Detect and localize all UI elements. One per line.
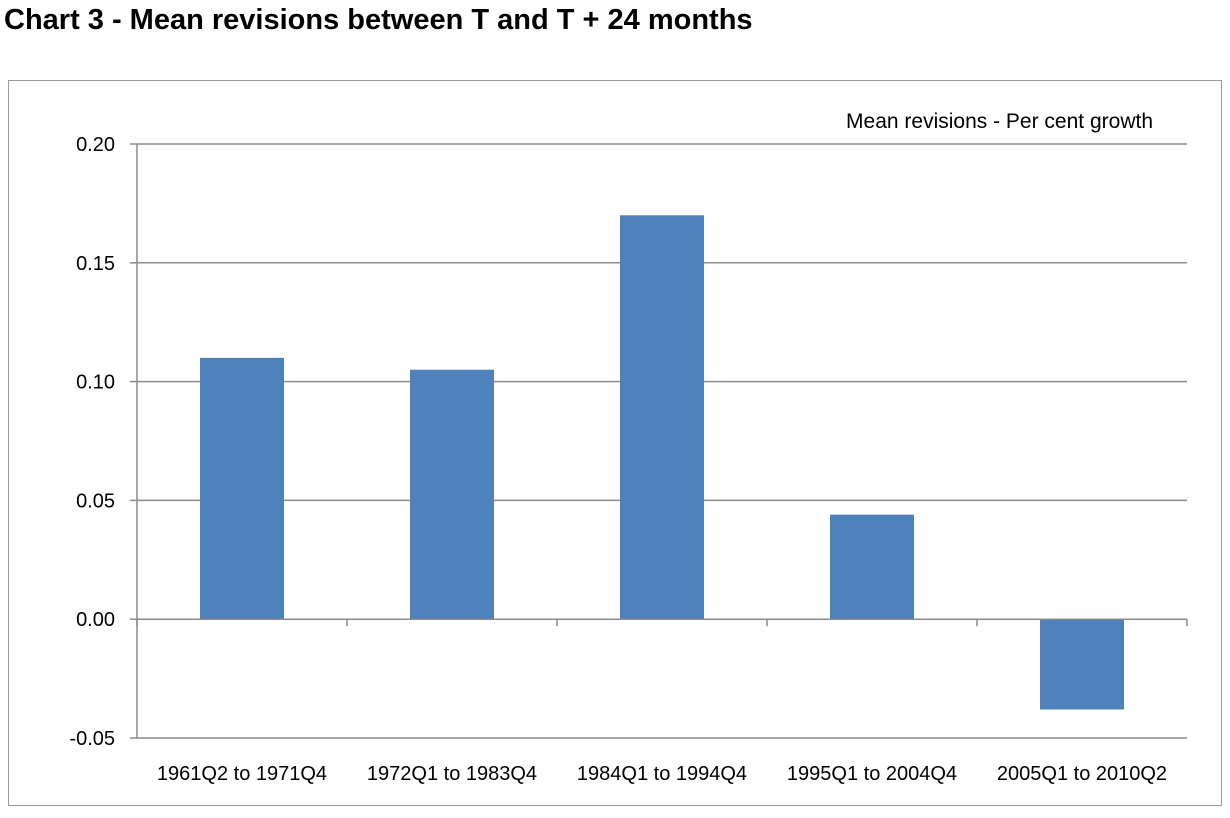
axis-labels: 0.20 0.15 0.10 0.05 0.00 -0.05 1961Q2 to 1971Q… — [69, 134, 1167, 785]
y-tick-label: 0.05 — [76, 490, 115, 512]
bar — [410, 369, 494, 620]
y-tick-label: -0.05 — [69, 728, 115, 750]
x-category-label: 1972Q1 to 1983Q4 — [367, 763, 537, 785]
page-title: Chart 3 - Mean revisions between T and T… — [4, 4, 753, 36]
x-category-label: 2005Q1 to 2010Q2 — [997, 763, 1167, 785]
axes — [130, 143, 1188, 739]
y-tick-label: 0.10 — [76, 372, 115, 394]
x-category-label: 1961Q2 to 1971Q4 — [157, 763, 327, 785]
y-tick-label: 0.20 — [76, 134, 115, 156]
x-category-label: 1984Q1 to 1994Q4 — [577, 763, 747, 785]
y-tick-label: 0.15 — [76, 253, 115, 275]
bar — [1040, 619, 1124, 710]
bars — [200, 215, 1124, 710]
bar — [200, 357, 284, 620]
x-category-label: 1995Q1 to 2004Q4 — [787, 763, 957, 785]
y-tick-label: 0.00 — [76, 609, 115, 631]
bar — [830, 514, 914, 620]
chart-annotation: Mean revisions - Per cent growth — [846, 110, 1153, 133]
bar — [620, 215, 704, 620]
